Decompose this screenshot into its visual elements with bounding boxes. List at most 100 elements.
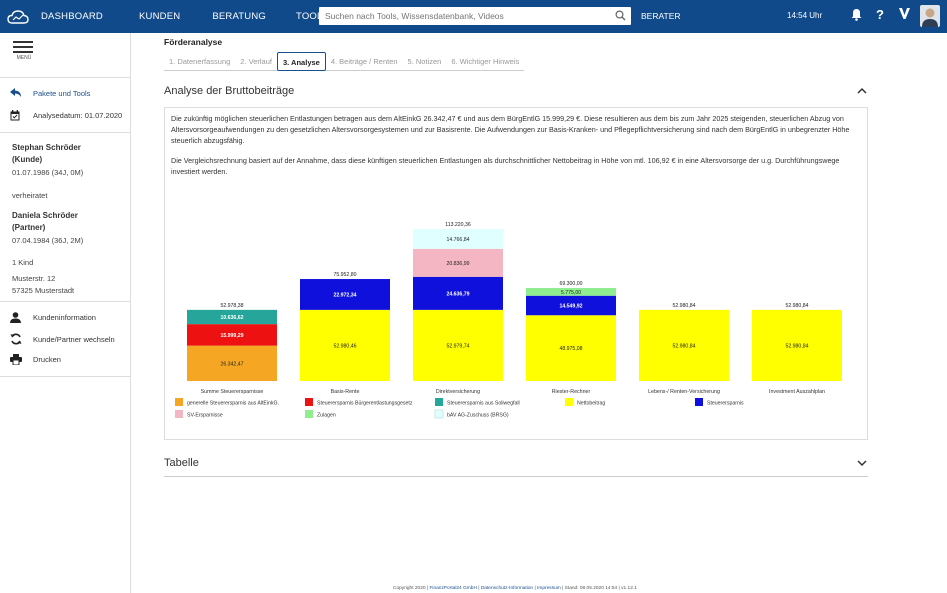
divider (0, 132, 131, 133)
client1-role: (Kunde) (12, 155, 43, 164)
tab-analyse[interactable]: 3. Analyse (277, 52, 326, 71)
tab-wichtiger-hinweis[interactable]: 6. Wichtiger Hinweis (451, 57, 520, 66)
tab-datenerfassung[interactable]: 1. Datenerfassung (169, 57, 231, 66)
category-label: Investment Auszahlplan (769, 389, 825, 395)
footer-sep: | (476, 586, 481, 591)
tab-notizen[interactable]: 5. Notizen (407, 57, 442, 66)
tab-verlauf[interactable]: 2. Verlauf (240, 57, 272, 66)
total-label: 52.978,38 (220, 303, 243, 309)
nav-tools[interactable]: TOOLS (296, 11, 330, 22)
category-label: Riester-Rechner (552, 389, 591, 395)
bar-segment (752, 309, 842, 381)
bar-segment (639, 309, 729, 381)
client2-birth: 07.04.1984 (36J, 2M) (12, 236, 84, 245)
nav-kunden[interactable]: KUNDEN (138, 11, 181, 22)
address-city: 57325 Musterstadt (12, 286, 75, 295)
data-label: 24.636,79 (446, 291, 469, 297)
v-logo-icon[interactable] (898, 7, 911, 22)
search-icon[interactable] (615, 10, 626, 23)
bar-segment (413, 309, 503, 381)
kundeninformation-link[interactable]: Kundeninformation (10, 312, 96, 323)
nav-dashboard[interactable]: DASHBOARD (41, 11, 103, 22)
pakete-label: Pakete und Tools (33, 88, 91, 98)
total-label: 75.952,80 (333, 272, 356, 278)
top-navigation-bar: DASHBOARD KUNDEN BERATUNG TOOLS BERATER … (0, 0, 947, 33)
footer-datenschutz-link[interactable]: Datenschutz-Information (480, 586, 534, 591)
bar-segment (187, 309, 277, 325)
analysedatum-text: Analysedatum: 01.07.2020 (33, 111, 123, 120)
divider (164, 476, 868, 477)
bar-segment (300, 279, 390, 310)
nav-beratung[interactable]: BERATUNG (212, 11, 266, 22)
total-label: 69.300,00 (559, 281, 582, 287)
chevron-up-icon[interactable] (856, 85, 868, 97)
legend-swatch (565, 398, 573, 406)
data-label: 52.980,84 (672, 343, 695, 349)
bar-segment (526, 315, 616, 381)
footer-impressum-link[interactable]: Impressum (537, 586, 561, 591)
cloud-logo-icon[interactable] (0, 0, 36, 33)
legend-swatch (175, 398, 183, 406)
total-label: 52.980,84 (785, 303, 808, 309)
legend-label: Steuerersparnis (707, 401, 744, 407)
bar-segment (413, 276, 503, 310)
bar-segment (526, 295, 616, 316)
data-label: 10.636,62 (220, 315, 243, 321)
help-icon[interactable]: ? (876, 7, 884, 22)
data-label: 52.979,74 (446, 343, 469, 349)
footer-company-link[interactable]: FinanzPortal24 GmbH (429, 586, 477, 591)
legend-swatch (175, 410, 183, 418)
legend-swatch (305, 398, 313, 406)
data-label: 5.775,00 (561, 290, 581, 296)
drucken-link[interactable]: Drucken (10, 354, 61, 365)
marital-status: verheiratet (12, 191, 48, 200)
data-label: 20.836,99 (446, 261, 469, 267)
page-title: Förderanalyse (164, 37, 223, 47)
category-label: Direktversicherung (436, 389, 480, 395)
data-label: 22.972,34 (333, 292, 356, 298)
legend-label: SV-Ersparnisse (187, 413, 223, 419)
section-tabelle-title: Tabelle (164, 457, 199, 469)
footer-sep: | (533, 586, 538, 591)
section-tabelle-header[interactable]: Tabelle (164, 457, 868, 469)
nav-berater[interactable]: BERATER (641, 11, 681, 21)
category-label: Summe Steuerersparnisse (201, 389, 264, 395)
footer-copyright: Copyright 2020 | (393, 586, 430, 591)
footer: Copyright 2020 | FinanzPortal24 GmbH | D… (393, 586, 637, 591)
printer-icon (10, 354, 23, 365)
bar-segment (413, 229, 503, 249)
legend-swatch (435, 398, 443, 406)
data-label: 14.549,92 (559, 303, 582, 309)
calendar-icon (10, 110, 23, 121)
bar-segment (187, 345, 277, 381)
analysedatum-row: Analysedatum: 01.07.2020 (10, 110, 122, 121)
client1-birth: 01.07.1986 (34J, 0M) (12, 168, 84, 177)
hamburger-icon (13, 41, 33, 43)
bell-icon[interactable] (851, 8, 862, 23)
bar-segment (300, 309, 390, 381)
section-analyse-header[interactable]: Analyse der Bruttobeiträge (164, 85, 868, 97)
tab-beitraege-renten[interactable]: 4. Beiträge / Renten (330, 57, 398, 66)
pakete-link[interactable]: Pakete und Tools (10, 88, 90, 98)
client1-name: Stephan Schröder (12, 143, 81, 152)
kundeninformation-label: Kundeninformation (33, 313, 96, 322)
analyse-card: Die zukünftig möglichen steuerlichen Ent… (164, 107, 868, 440)
menu-button[interactable]: MENÜ (13, 41, 35, 61)
data-label: 52.980,46 (333, 343, 356, 349)
kunde-wechseln-link[interactable]: Kunde/Partner wechseln (10, 333, 115, 345)
legend-swatch (695, 398, 703, 406)
data-label: 48.975,08 (559, 346, 582, 352)
legend-label: Zulagen (317, 413, 336, 419)
data-label: 52.980,84 (785, 343, 808, 349)
legend-label: bAV AG-Zuschuss (BRSG) (447, 413, 509, 419)
divider (0, 376, 131, 377)
search-input[interactable] (319, 7, 631, 25)
avatar[interactable] (920, 5, 940, 29)
drucken-label: Drucken (33, 355, 61, 364)
clock-text: 14:54 Uhr (787, 11, 823, 20)
bar-segment (413, 248, 503, 277)
chevron-down-icon[interactable] (856, 457, 868, 469)
client2-role: (Partner) (12, 223, 46, 232)
hamburger-bar (13, 46, 33, 48)
data-label: 15.999,29 (220, 333, 243, 339)
